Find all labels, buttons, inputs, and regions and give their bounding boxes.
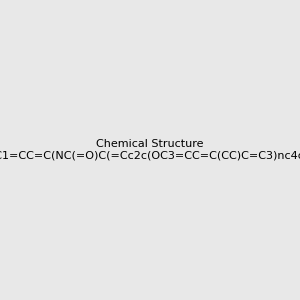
Text: Chemical Structure
CCOC1=CC=C(NC(=O)C(=Cc2c(OC3=CC=C(CC)C=C3)nc4ccccn: Chemical Structure CCOC1=CC=C(NC(=O)C(=C… [0,139,300,161]
